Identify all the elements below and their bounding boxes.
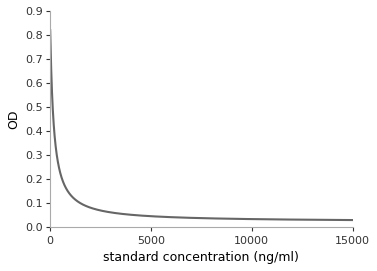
Y-axis label: OD: OD xyxy=(7,109,20,129)
X-axis label: standard concentration (ng/ml): standard concentration (ng/ml) xyxy=(103,251,299,264)
